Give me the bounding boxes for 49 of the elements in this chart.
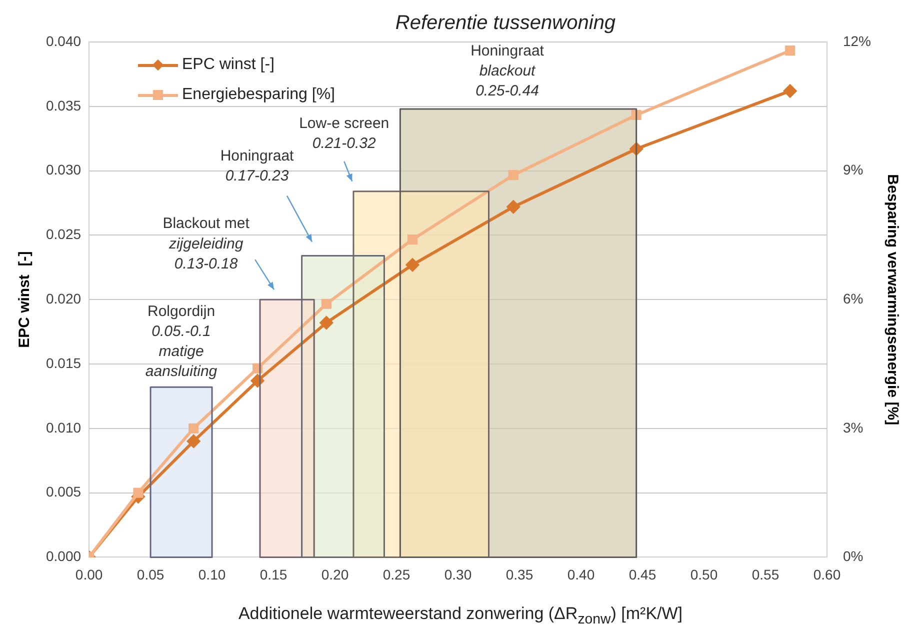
point	[785, 46, 796, 56]
x-tick-label: 0.15	[260, 566, 288, 582]
x-tick-label: 0.50	[690, 566, 718, 582]
y2-axis-title: Besparing verwarmingsenergie [%]	[884, 174, 901, 426]
point	[784, 84, 797, 98]
chart-title: Referentie tussenwoning	[395, 12, 616, 34]
y-tick-label: 0.030	[46, 162, 82, 178]
y2-tick-label: 3%	[842, 419, 864, 436]
annotation: Honingraat blackout 0.25-0.44	[470, 42, 545, 100]
point	[320, 316, 333, 330]
point	[506, 200, 520, 214]
y-tick-label: 0.040	[46, 32, 82, 49]
y-tick-label: 0.010	[46, 419, 82, 436]
y-tick-label: 0.000	[46, 548, 82, 564]
y-axis-title: EPC winst [-]	[16, 251, 34, 348]
point	[187, 434, 200, 448]
point	[508, 170, 518, 180]
y-tick-label: 0.025	[46, 226, 82, 242]
x-tick-label: 0.40	[567, 566, 595, 582]
point	[188, 423, 199, 434]
point	[133, 488, 144, 498]
x-tick-label: 0.00	[75, 566, 103, 582]
x-tick-label: 0.25	[382, 566, 410, 582]
point	[321, 298, 332, 309]
y-tick-label: 0.020	[46, 290, 82, 306]
y2-tick-label: 6%	[842, 290, 864, 306]
point	[407, 234, 418, 245]
x-tick-label: 0.45	[628, 566, 656, 582]
y-tick-label: 0.005	[46, 484, 82, 500]
x-tick-label: 0.05	[136, 566, 164, 582]
y-tick-label: 0.015	[46, 354, 82, 371]
y2-tick-label: 0%	[842, 548, 864, 564]
annotation: Blackout met zijgeleiding 0.13-0.18	[162, 215, 250, 272]
x-tick-label: 0.30	[444, 566, 472, 582]
x-tick-label: 0.55	[752, 566, 780, 582]
x-tick-label: 0.35	[506, 566, 534, 582]
annotation: Honingraat 0.17-0.23	[220, 147, 295, 184]
x-tick-label: 0.60	[813, 566, 841, 582]
annotation: Rolgordijn 0.05.-0.1 matige aansluiting	[145, 302, 218, 380]
legend-label: EPC winst [-]	[182, 56, 274, 74]
y-tick-label: 0.035	[46, 97, 82, 114]
x-tick-label: 0.20	[321, 566, 349, 582]
y2-tick-label: 12%	[842, 32, 872, 49]
annotation: Low-e screen 0.21-0.32	[299, 115, 390, 152]
x-axis-title: Additionele warmteweerstand zonwering (ΔR$_{zonw}$) [m²K/W]	[237, 604, 684, 628]
point	[406, 258, 419, 272]
y2-tick-label: 9%	[842, 162, 864, 178]
legend-label: Energiebesparing [%]	[182, 86, 335, 104]
x-tick-label: 0.10	[198, 566, 226, 582]
